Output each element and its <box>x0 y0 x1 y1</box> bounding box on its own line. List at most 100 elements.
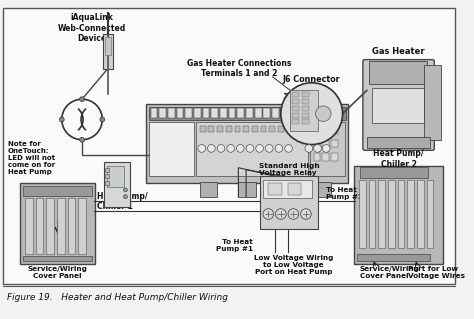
Circle shape <box>275 209 286 219</box>
Circle shape <box>100 117 105 122</box>
FancyBboxPatch shape <box>292 99 299 104</box>
Text: To Heat
Pump #2: To Heat Pump #2 <box>326 187 363 200</box>
FancyBboxPatch shape <box>314 140 320 147</box>
FancyBboxPatch shape <box>314 126 320 134</box>
FancyBboxPatch shape <box>302 99 309 104</box>
FancyBboxPatch shape <box>287 126 292 132</box>
FancyBboxPatch shape <box>363 60 434 150</box>
FancyBboxPatch shape <box>292 113 299 117</box>
Circle shape <box>301 209 311 219</box>
FancyBboxPatch shape <box>168 108 175 117</box>
FancyBboxPatch shape <box>388 180 395 248</box>
Text: Heat Pump/
Chiller 1: Heat Pump/ Chiller 1 <box>98 192 148 211</box>
FancyBboxPatch shape <box>3 9 455 284</box>
FancyBboxPatch shape <box>46 198 54 254</box>
Circle shape <box>275 145 283 152</box>
FancyBboxPatch shape <box>255 108 262 117</box>
Circle shape <box>263 209 273 219</box>
FancyBboxPatch shape <box>310 122 345 176</box>
FancyBboxPatch shape <box>229 108 236 117</box>
FancyBboxPatch shape <box>292 106 299 111</box>
Circle shape <box>208 145 215 152</box>
FancyBboxPatch shape <box>331 126 338 134</box>
FancyBboxPatch shape <box>149 122 193 176</box>
FancyBboxPatch shape <box>264 180 312 198</box>
FancyBboxPatch shape <box>269 126 275 132</box>
FancyBboxPatch shape <box>146 104 348 183</box>
FancyBboxPatch shape <box>159 108 166 117</box>
FancyBboxPatch shape <box>372 88 424 123</box>
FancyBboxPatch shape <box>105 181 109 185</box>
FancyBboxPatch shape <box>322 140 329 147</box>
FancyBboxPatch shape <box>23 186 91 196</box>
FancyBboxPatch shape <box>288 183 301 195</box>
Circle shape <box>265 145 273 152</box>
FancyBboxPatch shape <box>78 198 86 254</box>
Text: Port for Low
Voltage Wires: Port for Low Voltage Wires <box>408 266 465 279</box>
FancyBboxPatch shape <box>278 126 284 132</box>
Text: Note for
OneTouch:
LED will not
come on for
Heat Pump: Note for OneTouch: LED will not come on … <box>8 141 55 175</box>
FancyBboxPatch shape <box>194 108 201 117</box>
Circle shape <box>246 145 254 152</box>
FancyBboxPatch shape <box>292 93 299 97</box>
FancyBboxPatch shape <box>331 140 338 147</box>
FancyBboxPatch shape <box>220 108 227 117</box>
FancyBboxPatch shape <box>263 182 280 197</box>
FancyBboxPatch shape <box>292 119 299 124</box>
FancyBboxPatch shape <box>316 108 322 117</box>
FancyBboxPatch shape <box>295 126 301 132</box>
FancyBboxPatch shape <box>290 108 296 117</box>
Text: Low Voltage Wiring
to Low Voltage
Port on Heat Pump: Low Voltage Wiring to Low Voltage Port o… <box>254 255 333 275</box>
FancyBboxPatch shape <box>151 108 157 117</box>
FancyBboxPatch shape <box>196 122 309 176</box>
Circle shape <box>59 117 64 122</box>
FancyBboxPatch shape <box>360 167 428 178</box>
FancyBboxPatch shape <box>291 91 318 131</box>
FancyBboxPatch shape <box>272 108 279 117</box>
FancyBboxPatch shape <box>20 183 95 264</box>
Text: To Heat
Pump #1: To Heat Pump #1 <box>216 239 253 252</box>
FancyBboxPatch shape <box>237 108 244 117</box>
Circle shape <box>198 145 206 152</box>
FancyBboxPatch shape <box>68 198 75 254</box>
Circle shape <box>314 145 321 152</box>
FancyBboxPatch shape <box>177 108 183 117</box>
Circle shape <box>256 145 264 152</box>
FancyBboxPatch shape <box>333 108 340 117</box>
Text: Gas Heater Connections
Terminals 1 and 2: Gas Heater Connections Terminals 1 and 2 <box>187 59 292 78</box>
Circle shape <box>316 106 331 121</box>
FancyBboxPatch shape <box>36 198 44 254</box>
FancyBboxPatch shape <box>238 182 256 197</box>
FancyBboxPatch shape <box>268 183 282 195</box>
FancyBboxPatch shape <box>298 108 305 117</box>
Circle shape <box>80 137 84 142</box>
Text: J6 Connector: J6 Connector <box>283 75 340 84</box>
FancyBboxPatch shape <box>260 176 318 228</box>
FancyBboxPatch shape <box>226 126 232 132</box>
FancyBboxPatch shape <box>261 126 266 132</box>
FancyBboxPatch shape <box>302 119 309 124</box>
FancyBboxPatch shape <box>105 168 109 172</box>
Circle shape <box>124 188 128 192</box>
FancyBboxPatch shape <box>25 198 33 254</box>
Circle shape <box>281 83 343 145</box>
FancyBboxPatch shape <box>105 174 109 178</box>
FancyBboxPatch shape <box>246 108 253 117</box>
FancyBboxPatch shape <box>217 126 223 132</box>
FancyBboxPatch shape <box>105 37 111 55</box>
FancyBboxPatch shape <box>281 108 288 117</box>
FancyBboxPatch shape <box>369 180 375 248</box>
FancyBboxPatch shape <box>235 126 240 132</box>
Circle shape <box>80 97 84 101</box>
FancyBboxPatch shape <box>211 108 218 117</box>
FancyBboxPatch shape <box>290 182 307 197</box>
Text: Gas Heater: Gas Heater <box>372 47 425 56</box>
Circle shape <box>305 145 313 152</box>
Circle shape <box>227 145 235 152</box>
FancyBboxPatch shape <box>307 108 314 117</box>
FancyBboxPatch shape <box>200 126 206 132</box>
FancyBboxPatch shape <box>322 126 329 134</box>
FancyBboxPatch shape <box>369 61 427 84</box>
FancyBboxPatch shape <box>367 137 430 148</box>
Text: Service/Wiring
Cover Panel: Service/Wiring Cover Panel <box>27 266 87 279</box>
